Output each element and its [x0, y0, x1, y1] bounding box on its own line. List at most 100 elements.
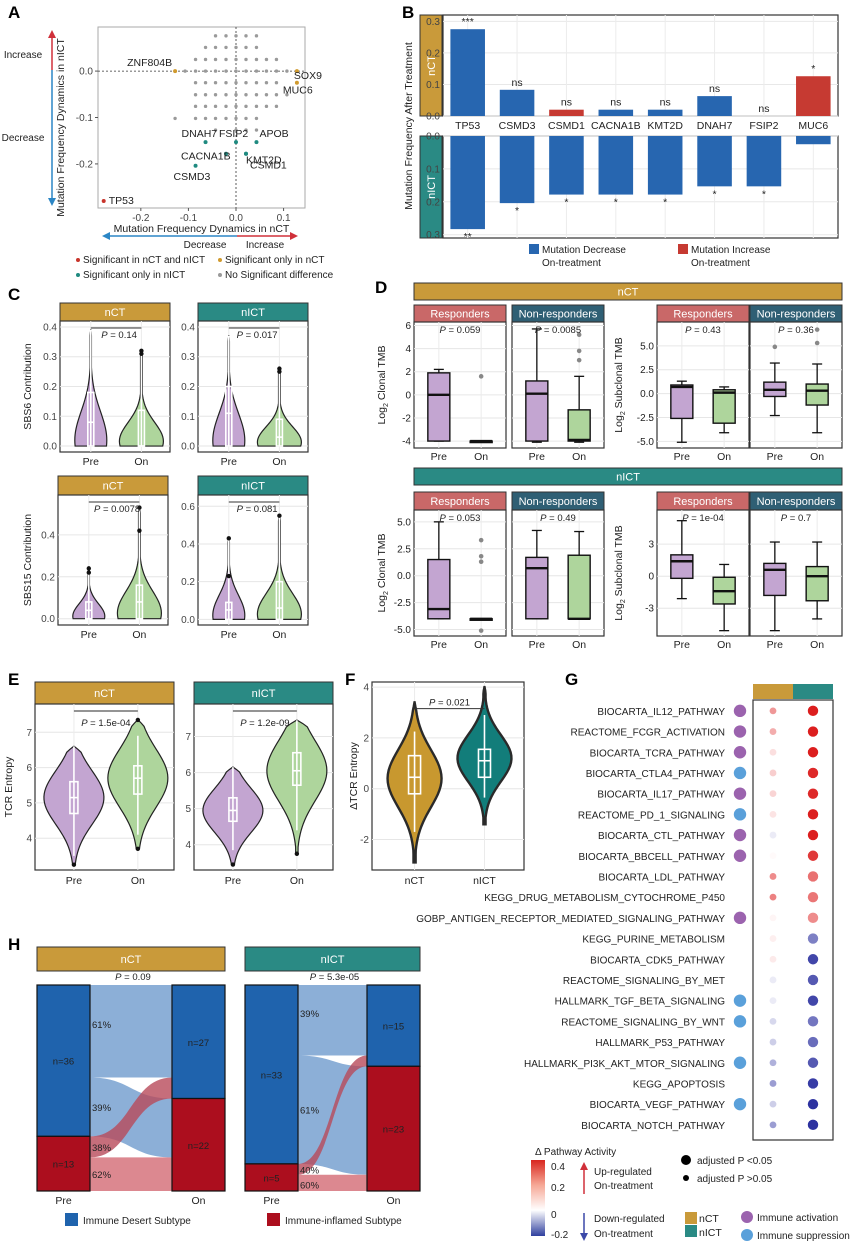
scatter-point	[193, 69, 198, 73]
outlier-point	[772, 344, 778, 350]
heat-dot-nICT	[807, 995, 819, 1006]
legend-label: Significant only in nCT	[225, 255, 325, 266]
heat-dot-nCT	[769, 769, 777, 777]
heat-dot-nCT	[769, 935, 777, 942]
y-tick-label: -3	[645, 604, 654, 615]
heat-dot-nCT	[769, 873, 777, 880]
scatter-point	[224, 45, 228, 50]
box-iqr	[670, 554, 694, 580]
y-tick-label: -5.0	[394, 625, 412, 636]
legend-dot-both	[76, 258, 80, 262]
pct-desert-inflamed: 61%	[300, 1106, 320, 1117]
y-tick-label: 0.0	[181, 615, 195, 626]
scatter-point	[213, 93, 218, 97]
heat-dot-nCT	[769, 1100, 777, 1108]
y-tick-label: 0	[363, 784, 369, 795]
scatter-point	[264, 93, 269, 97]
scatter-point	[203, 57, 208, 62]
x-tick-label: TP53	[455, 120, 480, 132]
category-dot-suppression	[733, 1097, 747, 1111]
facet-strip-non-responders-label: Non-responders	[519, 496, 598, 508]
scatter-point-csmd1	[243, 151, 248, 156]
y-tick-label: 6	[26, 763, 32, 774]
box-iqr	[225, 385, 233, 447]
bar-nICT-DNAH7	[697, 136, 732, 187]
scatter-point	[254, 34, 259, 38]
outlier-point	[139, 351, 144, 356]
outlier-point	[814, 327, 820, 332]
scatter-point	[173, 116, 177, 121]
x-tick-label: On	[386, 1195, 400, 1207]
facet-strip-responders-label: Responders	[673, 309, 733, 321]
scatter-point	[285, 93, 289, 97]
flow-desert-to-desert	[298, 985, 367, 1056]
heat-dot-nICT	[807, 974, 819, 986]
facet-strip-nCT-label: nCT	[103, 481, 124, 493]
legend-label: Significant only in nICT	[83, 270, 185, 281]
pathway-label: BIOCARTA_LDL_PATHWAY	[598, 872, 725, 883]
y-axis-title: SBS15 Contribution	[22, 514, 34, 606]
panel-G-dotmap: BIOCARTA_IL12_PATHWAY REACTOME_FCGR_ACTIV…	[416, 684, 850, 1242]
legend-suppression-dot	[741, 1229, 753, 1241]
y-tick-label: -5.0	[637, 437, 655, 448]
heat-dot-nICT	[807, 788, 819, 799]
scatter-point	[234, 104, 238, 109]
p-value-label: P = 1e-04	[682, 513, 723, 524]
box-iqr	[567, 409, 591, 442]
scatter-point	[244, 57, 248, 62]
pct-inflamed-desert: 40%	[300, 1165, 320, 1176]
category-dot-suppression	[733, 994, 747, 1007]
scatter-point	[274, 57, 279, 62]
scatter-point	[203, 45, 208, 50]
facet-strip-nCT-label: nCT	[94, 688, 115, 700]
sig-label: *	[515, 205, 519, 217]
scatter-point	[234, 80, 238, 85]
sig-label: *	[713, 188, 717, 200]
x-tick-label: Pre	[221, 629, 238, 641]
x-tick-label: Pre	[66, 875, 83, 887]
heat-dot-nICT	[807, 954, 819, 965]
point-label: CSMD3	[174, 171, 211, 183]
bar-nICT-CSMD3	[499, 136, 535, 204]
y-tick-label: 0.6	[181, 502, 195, 513]
scatter-point-apob	[254, 140, 259, 145]
pct-inflamed-inflamed: 60%	[300, 1181, 320, 1192]
pathway-label: BIOCARTA_VEGF_PATHWAY	[590, 1100, 726, 1111]
scatter-point	[213, 57, 218, 62]
x-tick-label: CSMD3	[499, 120, 536, 132]
scatter-point	[234, 116, 238, 121]
y-tick-label: 0.1	[426, 80, 440, 91]
heat-dot-nICT	[807, 912, 819, 924]
count-on-inflamed: n=23	[383, 1125, 404, 1136]
category-dot-activation	[733, 828, 747, 842]
heat-dot-nICT	[807, 1078, 819, 1089]
y-tick-label: 0.4	[181, 322, 195, 333]
y-tick-label: 2	[363, 733, 369, 744]
y-axis-title: Mutation Frequency After Treatment	[403, 42, 415, 210]
p-value-label: P = 1.5e-04	[81, 718, 130, 729]
y-tick-label: 0.3	[43, 352, 57, 363]
facet-strip-nICT	[419, 135, 443, 239]
scatter-point	[203, 69, 208, 73]
bar-nICT-TP53	[450, 136, 485, 230]
pathway-label: BIOCARTA_TCRA_PATHWAY	[590, 748, 726, 759]
panel-label-A: A	[8, 3, 20, 22]
y-tick-label: 4	[26, 834, 32, 845]
x-tick-label: Pre	[431, 451, 448, 463]
box-iqr	[805, 565, 829, 602]
size-legend-nonsig: adjusted P >0.05	[697, 1174, 773, 1185]
heat-dot-nCT	[769, 955, 777, 963]
legend-up-label: On-treatment	[594, 1181, 653, 1192]
heat-dot-nICT	[807, 1119, 819, 1131]
pct-desert-desert: 61%	[92, 1020, 112, 1031]
pathway-label: BIOCARTA_BBCELL_PATHWAY	[578, 852, 725, 863]
scatter-point	[203, 116, 208, 121]
p-value-label: P = 0.053	[440, 513, 481, 524]
x-tick-label: Pre	[55, 1195, 72, 1207]
box-iqr	[407, 754, 422, 795]
legend-label: Immune Desert Subtype	[83, 1216, 191, 1227]
legend-nict-label: nICT	[699, 1227, 722, 1239]
heat-dot-nCT	[769, 852, 777, 860]
scatter-point	[254, 116, 259, 121]
p-value-label: P = 5.3e-05	[310, 972, 359, 983]
